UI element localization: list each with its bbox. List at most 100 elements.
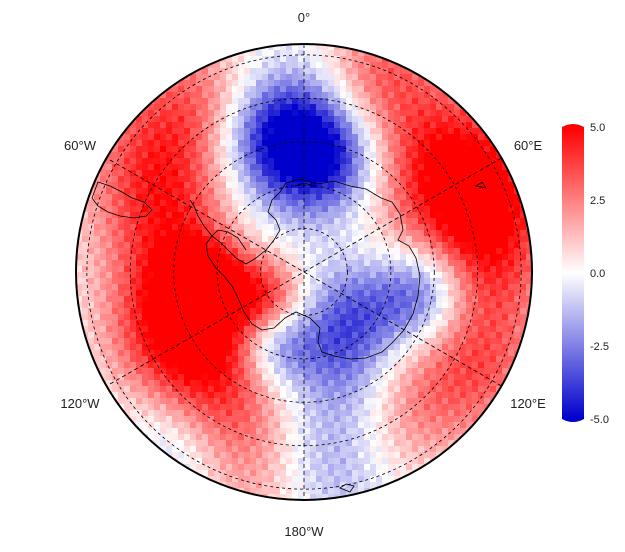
field-cell xyxy=(466,272,473,279)
field-cell xyxy=(424,218,431,225)
field-cell xyxy=(400,386,407,393)
field-cell xyxy=(454,206,461,213)
field-cell xyxy=(430,392,437,399)
field-cell xyxy=(208,278,215,285)
field-cell xyxy=(346,470,353,477)
field-cell xyxy=(256,236,263,243)
field-cell xyxy=(130,110,137,117)
field-cell xyxy=(274,74,281,81)
field-cell xyxy=(244,428,251,435)
field-cell xyxy=(304,482,311,489)
field-cell xyxy=(400,434,407,441)
field-cell xyxy=(292,356,299,363)
field-cell xyxy=(304,56,311,63)
field-cell xyxy=(412,284,419,291)
field-cell xyxy=(466,218,473,225)
field-cell xyxy=(262,284,269,291)
field-cell xyxy=(256,290,263,297)
field-cell xyxy=(298,68,305,75)
field-cell xyxy=(514,332,521,339)
field-cell xyxy=(292,86,299,93)
field-cell xyxy=(340,50,347,57)
field-cell xyxy=(448,140,455,147)
field-cell xyxy=(268,428,275,435)
field-cell xyxy=(76,296,83,303)
field-cell xyxy=(322,434,329,441)
field-cell xyxy=(274,236,281,243)
field-cell xyxy=(130,386,137,393)
field-cell xyxy=(262,242,269,249)
field-cell xyxy=(268,344,275,351)
field-cell xyxy=(202,74,209,81)
field-cell xyxy=(130,356,137,363)
field-cell xyxy=(334,488,341,495)
field-cell xyxy=(268,224,275,231)
field-cell xyxy=(256,146,263,153)
field-cell xyxy=(118,374,125,381)
field-cell xyxy=(442,188,449,195)
field-cell xyxy=(136,122,143,129)
field-cell xyxy=(466,308,473,315)
field-cell xyxy=(364,158,371,165)
field-cell xyxy=(322,494,329,500)
field-cell xyxy=(124,158,131,165)
field-cell xyxy=(292,44,299,51)
field-cell xyxy=(256,188,263,195)
field-cell xyxy=(250,164,257,171)
field-cell xyxy=(112,224,119,231)
field-cell xyxy=(502,260,509,267)
field-cell xyxy=(520,230,527,237)
field-cell xyxy=(490,224,497,231)
field-cell xyxy=(394,356,401,363)
field-cell xyxy=(190,206,197,213)
field-cell xyxy=(352,440,359,447)
field-cell xyxy=(136,308,143,315)
field-cell xyxy=(460,224,467,231)
field-cell xyxy=(346,80,353,87)
field-cell xyxy=(298,428,305,435)
field-cell xyxy=(292,230,299,237)
field-cell xyxy=(250,476,257,483)
field-cell xyxy=(304,146,311,153)
field-cell xyxy=(454,110,461,117)
field-cell xyxy=(238,188,245,195)
field-cell xyxy=(328,236,335,243)
field-cell xyxy=(328,368,335,375)
field-cell xyxy=(244,380,251,387)
field-cell xyxy=(148,194,155,201)
field-cell xyxy=(202,440,209,447)
field-cell xyxy=(148,188,155,195)
field-cell xyxy=(280,224,287,231)
field-cell xyxy=(196,452,203,459)
field-cell xyxy=(244,188,251,195)
field-cell xyxy=(136,164,143,171)
field-cell xyxy=(298,266,305,273)
field-cell xyxy=(502,194,509,201)
field-cell xyxy=(226,176,233,183)
field-cell xyxy=(136,380,143,387)
field-cell xyxy=(262,320,269,327)
field-cell xyxy=(190,428,197,435)
field-cell xyxy=(130,134,137,141)
field-cell xyxy=(250,386,257,393)
field-cell xyxy=(442,200,449,207)
field-cell xyxy=(352,230,359,237)
field-cell xyxy=(160,194,167,201)
field-cell xyxy=(142,182,149,189)
field-cell xyxy=(274,326,281,333)
field-cell xyxy=(202,428,209,435)
field-cell xyxy=(166,290,173,297)
field-cell xyxy=(268,410,275,417)
field-cell xyxy=(346,128,353,135)
field-cell xyxy=(448,152,455,159)
field-cell xyxy=(238,314,245,321)
field-cell xyxy=(226,482,233,489)
field-cell xyxy=(274,182,281,189)
field-cell xyxy=(256,434,263,441)
field-cell xyxy=(196,104,203,111)
field-cell xyxy=(436,92,443,99)
field-cell xyxy=(298,74,305,81)
field-cell xyxy=(436,170,443,177)
field-cell xyxy=(478,302,485,309)
field-cell xyxy=(388,422,395,429)
